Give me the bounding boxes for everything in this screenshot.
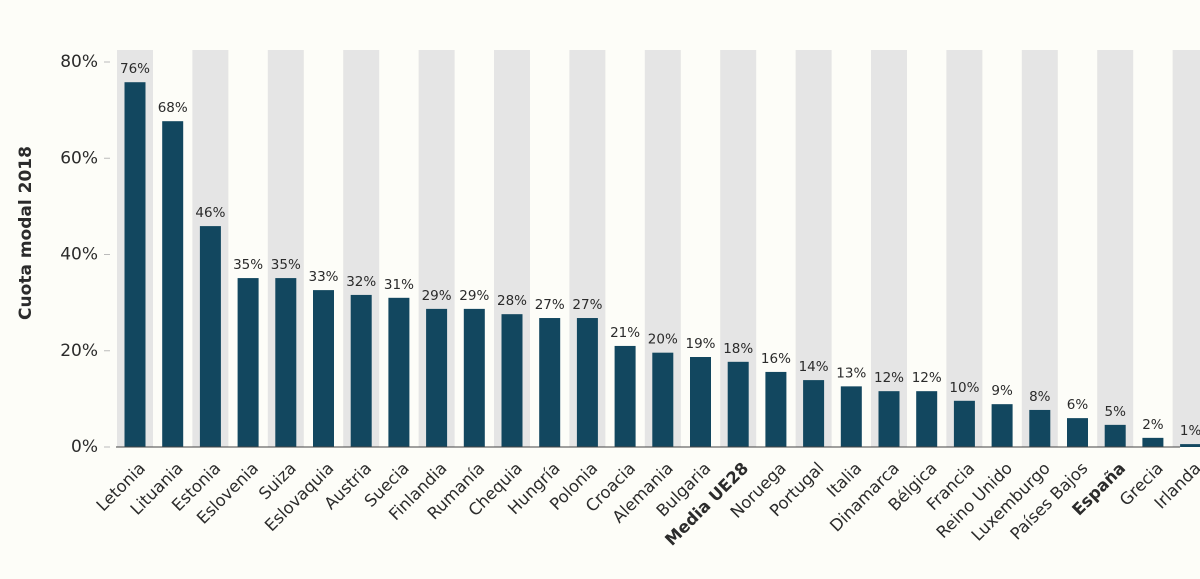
bar: [1180, 444, 1200, 447]
bar: [237, 278, 259, 447]
bar: [426, 308, 448, 447]
bar: [614, 345, 636, 447]
bar: [199, 226, 221, 447]
value-label: 21%: [610, 325, 640, 341]
value-label: 35%: [271, 257, 301, 273]
value-label: 18%: [723, 341, 753, 357]
bar: [576, 318, 598, 447]
value-label: 14%: [799, 359, 829, 375]
bar: [539, 318, 561, 447]
value-label: 35%: [233, 257, 263, 273]
value-label: 1%: [1180, 423, 1200, 439]
bar: [162, 121, 184, 447]
y-tick-label: 40%: [60, 245, 98, 265]
bar: [690, 357, 711, 447]
value-label: 10%: [949, 380, 979, 396]
value-label: 6%: [1067, 397, 1089, 413]
column-band: [1021, 50, 1058, 447]
column-band: [871, 50, 907, 447]
value-label: 13%: [836, 365, 866, 381]
column-band: [946, 50, 983, 447]
value-label: 31%: [384, 277, 414, 293]
value-label: 76%: [120, 61, 150, 77]
bar: [1067, 418, 1088, 447]
bar: [388, 297, 410, 447]
value-label: 5%: [1104, 404, 1126, 420]
bar: [803, 380, 825, 447]
y-axis-label: Cuota modal 2018: [16, 146, 36, 320]
bar: [840, 386, 862, 447]
value-label: 46%: [195, 205, 225, 221]
value-label: 20%: [648, 332, 678, 348]
bar: [1029, 409, 1051, 447]
value-label: 29%: [459, 288, 489, 304]
value-label: 27%: [572, 297, 602, 313]
bar: [501, 314, 523, 447]
bar: [727, 361, 749, 447]
column-band: [1172, 50, 1200, 447]
value-label: 12%: [874, 370, 904, 386]
value-label: 32%: [346, 274, 376, 290]
bar: [275, 278, 297, 447]
bar: [463, 308, 485, 447]
value-label: 19%: [685, 336, 715, 352]
column-band: [1097, 50, 1134, 447]
bar: [878, 391, 900, 447]
value-label: 28%: [497, 293, 527, 309]
value-label: 33%: [308, 269, 338, 285]
bar: [953, 400, 975, 447]
bar: [916, 391, 938, 447]
bar: [765, 371, 787, 447]
value-label: 12%: [912, 370, 942, 386]
value-label: 29%: [422, 288, 452, 304]
value-label: 2%: [1142, 417, 1164, 433]
y-tick-label: 20%: [60, 341, 98, 361]
bar: [652, 352, 674, 447]
y-tick-label: 0%: [71, 437, 98, 457]
y-tick-label: 60%: [60, 148, 98, 168]
value-label: 16%: [761, 351, 791, 367]
bar: [991, 404, 1013, 447]
bar: [1142, 437, 1164, 447]
value-label: 8%: [1029, 389, 1051, 405]
bar: [350, 294, 372, 447]
bar: [313, 290, 334, 447]
value-label: 9%: [991, 383, 1013, 399]
y-tick-label: 80%: [60, 52, 98, 72]
value-label: 27%: [535, 297, 565, 313]
bar: [124, 82, 146, 448]
bar: [1104, 424, 1126, 447]
value-label: 68%: [158, 100, 188, 116]
